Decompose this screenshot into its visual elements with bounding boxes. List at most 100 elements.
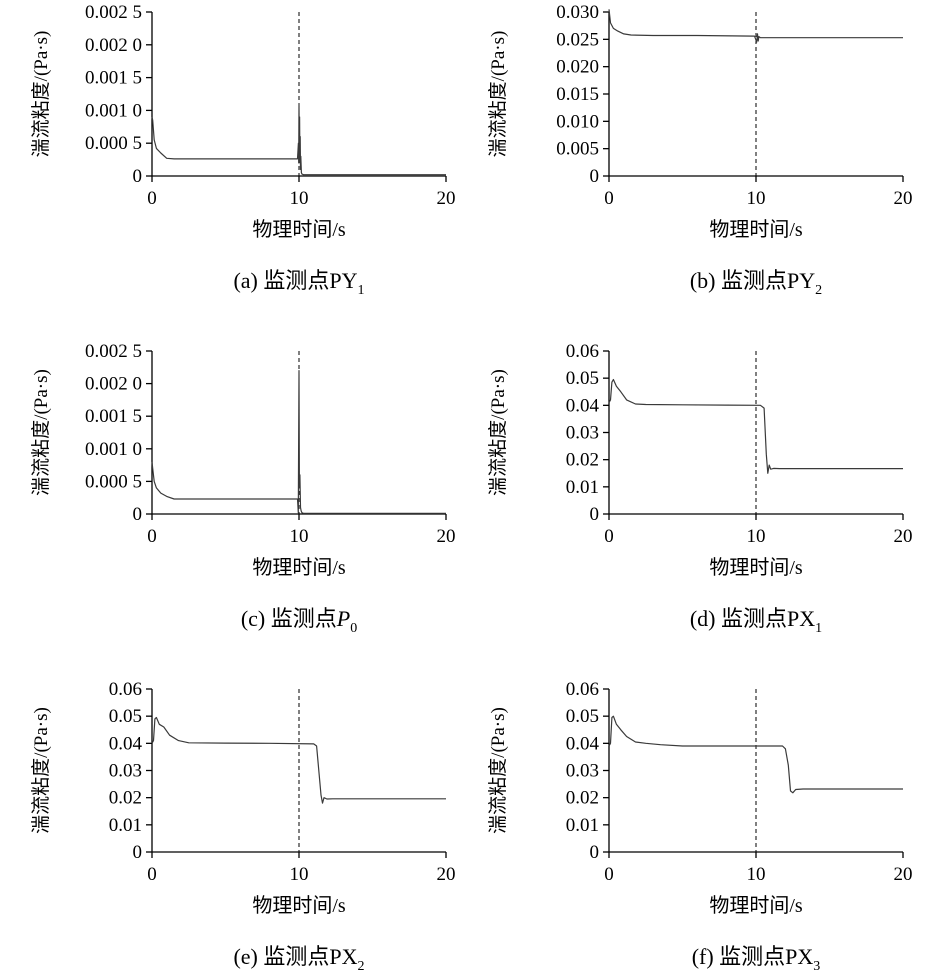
caption-prefix: (b) 监测点: [690, 268, 787, 293]
panel-caption: (c) 监测点P0: [241, 606, 357, 636]
y-tick-label: 0.04: [109, 733, 143, 754]
caption-point: PY: [329, 268, 357, 293]
y-tick-label: 0.002 5: [85, 2, 142, 23]
x-axis-label: 物理时间/s: [709, 894, 803, 917]
series-line: [608, 9, 903, 43]
y-tick-label: 0.01: [109, 815, 142, 836]
caption-subscript: 1: [815, 621, 822, 636]
panel-b: 0 0.005 0.010 0.015 0.020 0.025 0.030 0 10 20 物理时间…: [487, 2, 913, 298]
y-tick-label: 0.002 5: [85, 341, 142, 362]
x-tick-label: 0: [147, 188, 157, 209]
caption-point: PX: [785, 944, 813, 969]
series-line: [151, 370, 446, 514]
caption-prefix: (a) 监测点: [233, 268, 329, 293]
caption-subscript: 0: [350, 621, 357, 636]
caption-point: PY: [787, 268, 815, 293]
x-axis-label: 物理时间/s: [709, 218, 803, 241]
caption-subscript: 2: [815, 283, 822, 298]
caption-prefix: (e) 监测点: [233, 944, 329, 969]
series-line: [151, 716, 446, 804]
caption-point: PX: [787, 606, 815, 631]
y-tick-label: 0.04: [566, 733, 600, 754]
y-tick-label: 0.03: [566, 423, 599, 444]
y-tick-label: 0.05: [109, 706, 142, 727]
y-tick-label: 0.002 0: [85, 35, 142, 56]
panel-c: 0 0.000 5 0.001 0 0.001 5 0.002 0 0.002 5 0 10 2…: [30, 341, 456, 636]
series-line: [151, 103, 446, 176]
x-tick-label: 10: [290, 864, 309, 885]
panel-d: 0 0.01 0.02 0.03 0.04 0.05 0.06 0 10 20 物理时间/s 湍流粘度…: [487, 341, 913, 636]
y-tick-label: 0: [590, 166, 600, 187]
caption-subscript: 3: [813, 959, 820, 974]
x-tick-label: 0: [604, 526, 614, 547]
caption-subscript: 1: [358, 283, 365, 298]
y-tick-label: 0.03: [566, 761, 599, 782]
y-axis-label: 湍流粘度/(Pa·s): [30, 31, 52, 158]
y-tick-label: 0.06: [566, 679, 599, 700]
y-tick-label: 0.000 5: [85, 471, 142, 492]
y-tick-label: 0.005: [556, 139, 599, 160]
panel-caption: (a) 监测点PY1: [233, 268, 364, 298]
x-tick-label: 0: [147, 864, 157, 885]
y-tick-label: 0.05: [566, 706, 599, 727]
caption-point: PX: [329, 944, 357, 969]
x-tick-label: 10: [290, 188, 309, 209]
y-tick-label: 0.001 5: [85, 68, 142, 89]
y-tick-label: 0.01: [566, 815, 599, 836]
x-tick-label: 20: [437, 526, 456, 547]
x-tick-label: 10: [290, 526, 309, 547]
x-axis-label: 物理时间/s: [252, 894, 346, 917]
y-tick-label: 0.001 0: [85, 439, 142, 460]
y-tick-label: 0.002 0: [85, 374, 142, 395]
y-tick-label: 0.06: [109, 679, 142, 700]
panel-caption: (d) 监测点PX1: [690, 606, 822, 636]
y-tick-label: 0.03: [109, 761, 142, 782]
y-tick-label: 0.010: [556, 111, 599, 132]
panel-caption: (b) 监测点PY2: [690, 268, 822, 298]
x-tick-label: 10: [747, 864, 766, 885]
y-tick-label: 0.01: [566, 477, 599, 498]
x-axis-label: 物理时间/s: [252, 556, 346, 579]
y-tick-label: 0.025: [556, 29, 599, 50]
y-tick-label: 0: [133, 166, 143, 187]
panel-caption: (f) 监测点PX3: [692, 944, 821, 974]
x-tick-label: 20: [894, 526, 913, 547]
panel-caption: (e) 监测点PX2: [233, 944, 364, 974]
y-tick-label: 0.02: [566, 788, 599, 809]
series-line: [608, 378, 903, 474]
x-tick-label: 20: [894, 864, 913, 885]
y-tick-label: 0: [133, 842, 143, 863]
y-axis-label: 湍流粘度/(Pa·s): [30, 369, 52, 496]
y-tick-label: 0.06: [566, 341, 599, 362]
x-tick-label: 20: [437, 188, 456, 209]
caption-subscript: 2: [358, 959, 365, 974]
y-tick-label: 0.015: [556, 84, 599, 105]
y-tick-label: 0.001 5: [85, 406, 142, 427]
panel-a: 0 0.000 5 0.001 0 0.001 5 0.002 0 0.002 5 0 10 2…: [30, 2, 456, 298]
y-tick-label: 0: [590, 504, 600, 525]
x-tick-label: 10: [747, 526, 766, 547]
caption-prefix: (d) 监测点: [690, 606, 787, 631]
series-line: [608, 715, 903, 794]
panel-e: 0 0.01 0.02 0.03 0.04 0.05 0.06 0 10 20 物理时间/s 湍流粘度…: [30, 679, 456, 974]
x-tick-label: 10: [747, 188, 766, 209]
y-tick-label: 0: [133, 504, 143, 525]
panel-f: 0 0.01 0.02 0.03 0.04 0.05 0.06 0 10 20 物理时间/s 湍流粘度…: [487, 679, 913, 974]
y-axis-label: 湍流粘度/(Pa·s): [30, 707, 52, 834]
y-tick-label: 0.001 0: [85, 100, 142, 121]
caption-prefix: (f) 监测点: [692, 944, 785, 969]
x-tick-label: 0: [147, 526, 157, 547]
x-axis-label: 物理时间/s: [252, 218, 346, 241]
y-tick-label: 0.030: [556, 2, 599, 23]
y-tick-label: 0.000 5: [85, 133, 142, 154]
y-tick-label: 0.020: [556, 57, 599, 78]
x-tick-label: 20: [894, 188, 913, 209]
x-tick-label: 0: [604, 188, 614, 209]
y-tick-label: 0.02: [566, 450, 599, 471]
x-tick-label: 0: [604, 864, 614, 885]
caption-prefix: (c) 监测点: [241, 606, 337, 631]
y-axis-label: 湍流粘度/(Pa·s): [487, 707, 509, 834]
x-tick-label: 20: [437, 864, 456, 885]
x-axis-label: 物理时间/s: [709, 556, 803, 579]
